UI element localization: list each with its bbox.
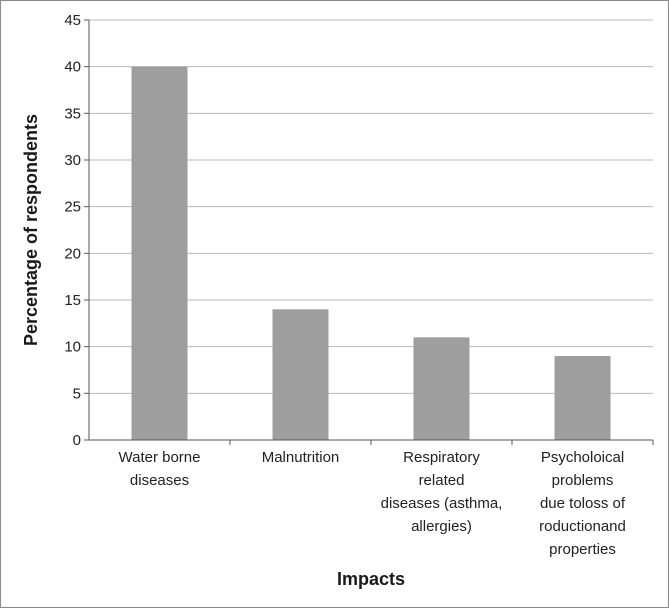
y-tick-label: 25 [64,199,81,216]
y-tick-label: 40 [64,59,81,76]
y-tick-label: 10 [64,339,81,356]
x-category-label: Malnutrition [262,449,340,466]
bar [413,337,470,440]
y-tick-label: 45 [64,12,81,29]
x-category-label-line: diseases [130,472,189,489]
bar [272,309,329,440]
x-category-label-line: allergies) [411,518,472,535]
x-category-label-line: diseases (asthma, [381,495,503,512]
bar [131,66,188,441]
x-category-label-line: properties [549,541,616,558]
y-tick-label: 5 [73,385,81,402]
y-tick-label: 35 [64,105,81,122]
x-category-label: Psycholoical problems due toloss of roducti… [539,449,626,558]
x-category-label-line: Malnutrition [262,449,340,466]
x-category-label: Respiratory related diseases (asthma, aller… [381,449,503,535]
y-tick-label: 0 [73,432,81,449]
bar [554,356,611,440]
y-tick-labels: 0 5 10 15 20 25 30 35 40 45 [64,12,89,449]
x-category-label-line: problems [552,472,614,489]
y-axis-title: Percentage of respondents [21,114,41,346]
y-tick-label: 20 [64,245,81,262]
x-category-label-line: Respiratory [403,449,480,466]
x-category-label-line: due toloss of [540,495,626,512]
x-category-label-line: roductionand [539,518,626,535]
y-tick-label: 15 [64,292,81,309]
x-axis-title: Impacts [337,569,405,589]
y-tick-label: 30 [64,152,81,169]
x-category-label-line: Water borne [119,449,201,466]
x-category-labels: Water borne diseases Malnutrition Respirato… [119,440,654,558]
x-category-label: Water borne diseases [119,449,201,489]
x-category-label-line: related [419,472,465,489]
bars [131,66,611,441]
x-category-label-line: Psycholoical [541,449,624,466]
